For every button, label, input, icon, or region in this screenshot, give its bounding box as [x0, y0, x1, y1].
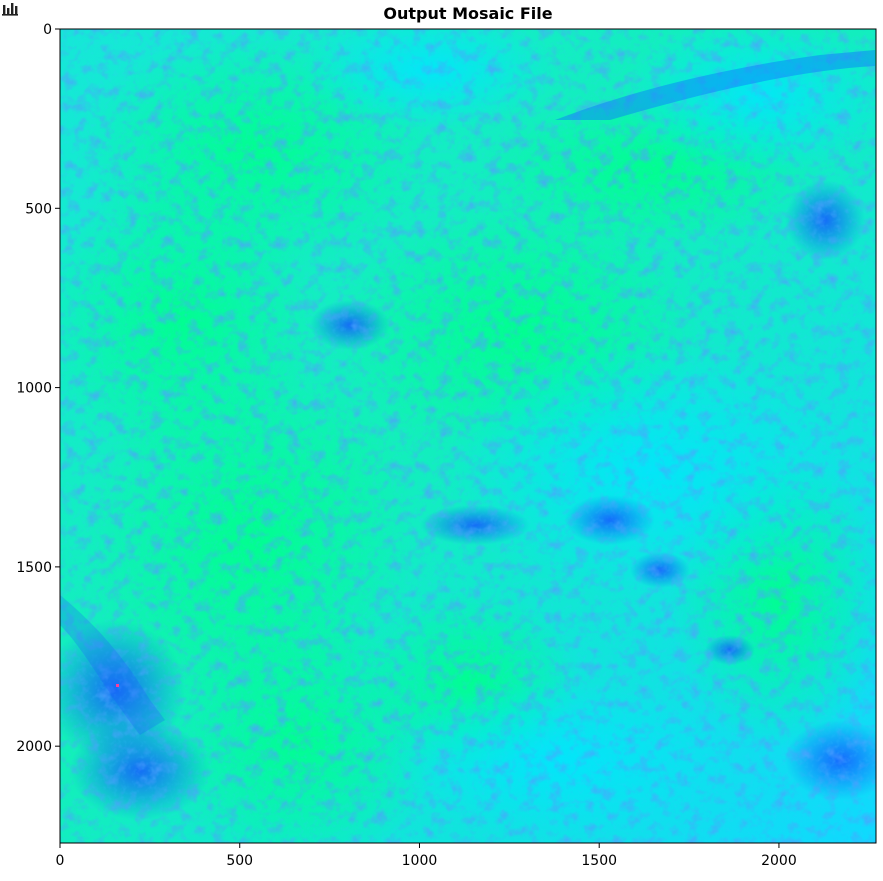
- x-tick-label: 2000: [761, 853, 797, 869]
- y-tick-label: 2000: [16, 739, 52, 755]
- y-axis: 0 500 1000 1500 2000: [16, 22, 60, 755]
- x-tick-label: 1500: [581, 853, 617, 869]
- y-tick-label: 500: [25, 201, 52, 217]
- x-axis: 0 500 1000 1500 2000: [56, 843, 797, 869]
- plot-title: Output Mosaic File: [383, 4, 553, 23]
- x-tick-label: 0: [56, 853, 65, 869]
- x-tick-label: 500: [226, 853, 253, 869]
- x-tick-label: 1000: [402, 853, 438, 869]
- y-tick-label: 1000: [16, 381, 52, 397]
- mosaic-image: [60, 29, 876, 843]
- y-tick-label: 1500: [16, 560, 52, 576]
- y-tick-label: 0: [43, 22, 52, 38]
- bar-chart-icon[interactable]: [1, 1, 21, 17]
- plot-frame: [59, 28, 877, 844]
